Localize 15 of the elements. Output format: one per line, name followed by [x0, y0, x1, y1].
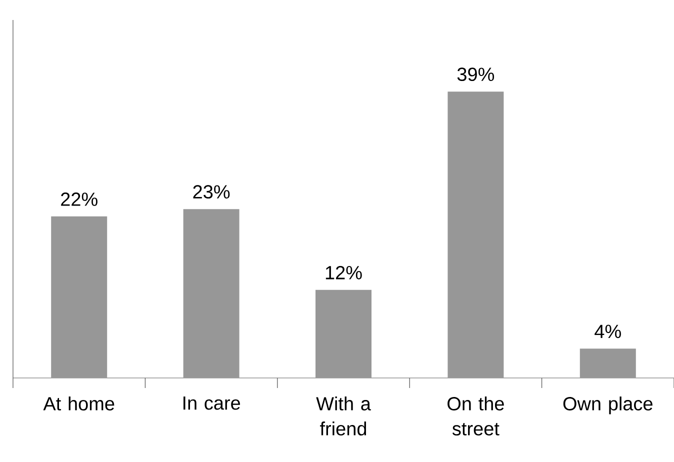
- x-tick-label: Own place: [563, 396, 652, 414]
- data-label: 23%: [193, 185, 230, 199]
- data-label: 4%: [594, 324, 621, 338]
- data-label: 12%: [326, 266, 362, 280]
- bar: [448, 92, 504, 378]
- x-tick-label: On the street: [448, 396, 504, 436]
- bar: [51, 216, 108, 378]
- bar: [183, 209, 240, 378]
- bar: [316, 290, 372, 378]
- x-tick-label: At home: [43, 396, 114, 410]
- data-label: 39%: [457, 68, 494, 82]
- data-label: 22%: [61, 192, 98, 206]
- x-tick-label: With a friend: [316, 396, 371, 436]
- x-tick-label: In care: [183, 396, 240, 410]
- bar: [580, 348, 636, 378]
